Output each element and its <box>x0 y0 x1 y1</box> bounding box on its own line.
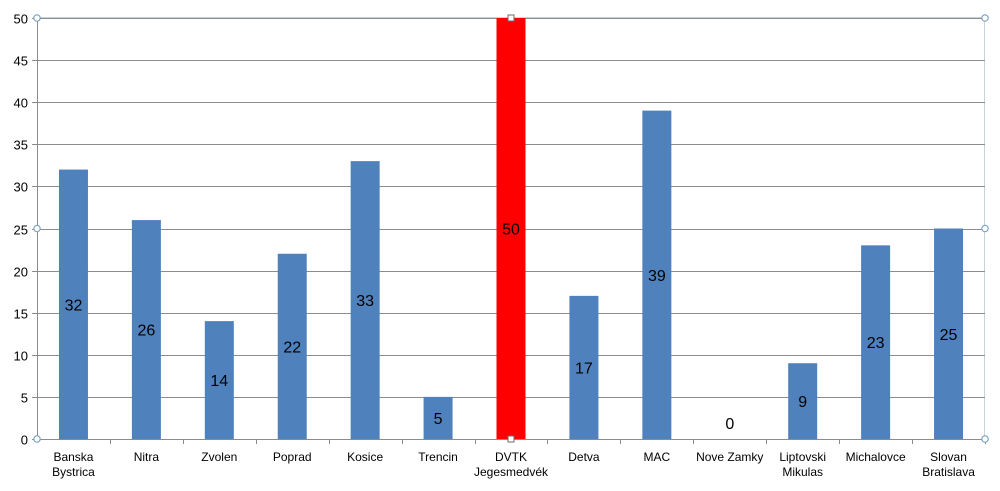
x-tick-label: Poprad <box>273 450 312 464</box>
x-tick-label: Nove Zamky <box>696 450 763 464</box>
bar[interactable] <box>934 228 964 440</box>
y-tick-label: 50 <box>14 12 28 27</box>
data-label: 0 <box>725 416 734 433</box>
selection-handles <box>33 14 989 443</box>
data-labels: 32 26 14 22 33 5 50 17 39 0 9 23 25 <box>65 222 958 434</box>
x-tick-label-line: Zvolen <box>201 450 237 464</box>
y-tick-label: 0 <box>21 433 28 448</box>
x-tick-label: Detva <box>568 450 600 464</box>
x-tick-label-line: Banska <box>53 450 93 464</box>
x-tick-label-line: Bratislava <box>922 465 975 479</box>
bar[interactable] <box>642 110 672 440</box>
data-label: 5 <box>434 411 443 428</box>
bar-selection-handle[interactable] <box>507 435 515 443</box>
x-tick-label: Banska Bystrica <box>52 450 95 479</box>
bar[interactable] <box>423 396 453 439</box>
plot-area-handle[interactable] <box>981 14 989 22</box>
x-tick-label-line: Bystrica <box>52 465 95 479</box>
y-tick-label: 30 <box>14 180 28 195</box>
data-label: 25 <box>940 327 958 344</box>
x-tick-label-line: Detva <box>568 450 600 464</box>
x-tick-labels: Banska Bystrica Nitra Zvolen Poprad Kosice Tre… <box>52 450 975 479</box>
plot-area-handle[interactable] <box>33 224 41 233</box>
plot-area-handle[interactable] <box>33 435 41 443</box>
x-tick-label: Liptovski Mikulas <box>779 450 826 479</box>
y-tick-label: 5 <box>21 391 28 406</box>
plot-area-handle[interactable] <box>981 224 989 233</box>
bar[interactable] <box>350 161 380 439</box>
bar[interactable] <box>569 295 599 439</box>
x-tick-label-line: Liptovski <box>779 450 826 464</box>
data-label: 23 <box>867 335 885 352</box>
data-label: 14 <box>210 373 228 390</box>
x-tick-label-line: Slovan <box>930 450 967 464</box>
x-tick-label-line: MAC <box>644 450 671 464</box>
bar[interactable] <box>277 253 307 439</box>
bar[interactable] <box>204 321 234 439</box>
bar[interactable] <box>788 363 818 439</box>
y-tick-label: 40 <box>14 96 28 111</box>
data-label: 26 <box>137 323 155 340</box>
x-tick-label: Michalovce <box>846 450 906 464</box>
x-tick-label: Trencin <box>418 450 458 464</box>
y-tick-label: 20 <box>14 265 28 280</box>
plot-area-handle[interactable] <box>981 435 989 443</box>
y-tick-label: 25 <box>14 223 28 238</box>
x-tick-label-line: Mikulas <box>782 465 823 479</box>
data-label: 50 <box>502 222 520 239</box>
plot-area-handle[interactable] <box>33 14 41 22</box>
bar[interactable] <box>58 169 88 439</box>
bar[interactable] <box>496 18 526 439</box>
x-tick-label-line: Trencin <box>418 450 458 464</box>
x-tick-label-line: Nitra <box>134 450 160 464</box>
data-label: 9 <box>798 394 807 411</box>
y-tick-label: 15 <box>14 307 28 322</box>
bar-selection-handle[interactable] <box>507 14 515 22</box>
x-tick-label-line: Michalovce <box>846 450 906 464</box>
x-tick-label-line: Jegesmedvék <box>474 465 549 479</box>
data-label: 32 <box>65 297 83 314</box>
data-label: 33 <box>356 293 374 310</box>
bar[interactable] <box>131 220 161 439</box>
x-tick-label: Zvolen <box>201 450 237 464</box>
x-tick-label: Kosice <box>347 450 383 464</box>
y-tick-label: 45 <box>14 54 28 69</box>
x-tick-label-line: Poprad <box>273 450 312 464</box>
data-label: 22 <box>283 339 301 356</box>
y-tick-label: 10 <box>14 349 28 364</box>
x-tick-label: Nitra <box>134 450 160 464</box>
y-tick-label: 35 <box>14 138 28 153</box>
x-tick-label-line: Nove Zamky <box>696 450 763 464</box>
x-tick-label-line: DVTK <box>495 450 527 464</box>
data-label: 39 <box>648 268 666 285</box>
x-tick-label-line: Kosice <box>347 450 383 464</box>
data-label: 17 <box>575 360 593 377</box>
y-tick-labels: 0 5 10 15 20 25 30 35 40 45 50 <box>14 12 28 448</box>
x-tick-label: Slovan Bratislava <box>922 450 975 479</box>
x-tick-label: DVTK Jegesmedvék <box>474 450 549 479</box>
bars <box>58 18 964 440</box>
x-tick-label: MAC <box>644 450 671 464</box>
bar[interactable] <box>861 245 891 439</box>
